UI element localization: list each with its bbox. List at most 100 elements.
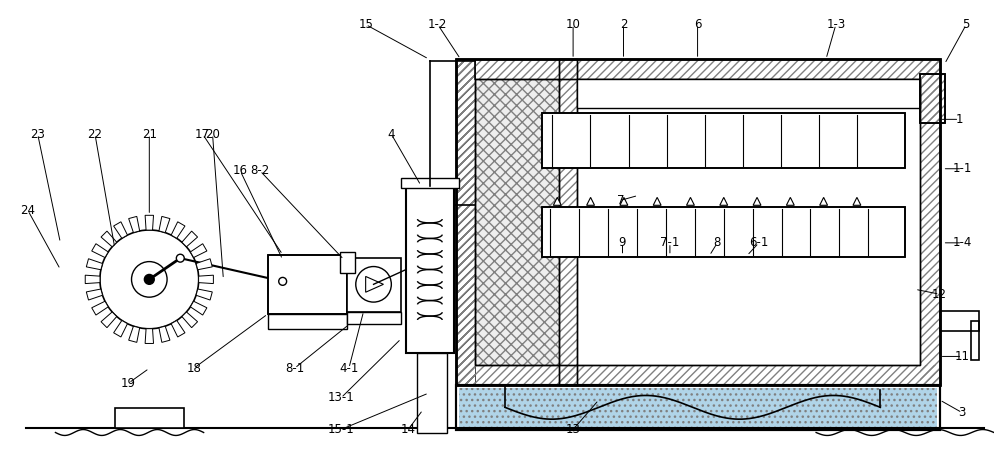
Bar xyxy=(582,81,915,107)
Text: 2: 2 xyxy=(620,18,627,31)
Polygon shape xyxy=(587,197,595,205)
Bar xyxy=(542,114,905,121)
Polygon shape xyxy=(114,222,127,238)
Bar xyxy=(542,160,905,168)
Text: 21: 21 xyxy=(142,128,157,141)
Bar xyxy=(347,258,401,312)
Text: 7-1: 7-1 xyxy=(660,236,680,249)
Polygon shape xyxy=(101,231,117,247)
Text: 11: 11 xyxy=(955,350,970,363)
Polygon shape xyxy=(720,197,728,205)
Polygon shape xyxy=(159,216,170,233)
Bar xyxy=(542,207,905,215)
Polygon shape xyxy=(92,244,108,257)
Bar xyxy=(542,114,905,168)
Polygon shape xyxy=(196,259,212,270)
Polygon shape xyxy=(199,275,213,284)
Text: 3: 3 xyxy=(959,406,966,419)
Text: 24: 24 xyxy=(20,204,35,217)
Bar xyxy=(459,388,937,426)
Text: 1: 1 xyxy=(956,113,963,126)
Text: 5: 5 xyxy=(963,18,970,31)
Polygon shape xyxy=(129,326,140,343)
Bar xyxy=(920,74,945,123)
Polygon shape xyxy=(190,244,207,257)
Bar xyxy=(542,207,905,256)
Bar xyxy=(268,255,347,314)
Bar xyxy=(406,185,454,354)
Text: 13: 13 xyxy=(566,423,581,436)
Polygon shape xyxy=(786,197,794,205)
Text: 10: 10 xyxy=(566,18,581,31)
Polygon shape xyxy=(101,312,117,327)
Bar xyxy=(920,74,945,123)
Bar xyxy=(559,59,577,385)
Bar xyxy=(475,79,559,365)
Polygon shape xyxy=(159,326,170,343)
Text: 14: 14 xyxy=(401,423,416,436)
Text: 16: 16 xyxy=(233,164,248,177)
Bar xyxy=(475,79,559,365)
Circle shape xyxy=(176,254,184,262)
Bar xyxy=(971,321,979,360)
Text: 12: 12 xyxy=(932,288,947,301)
Polygon shape xyxy=(129,216,140,233)
Bar xyxy=(559,59,577,385)
Text: 8-1: 8-1 xyxy=(285,362,304,375)
Polygon shape xyxy=(182,312,198,327)
Polygon shape xyxy=(145,329,154,344)
Text: 8-2: 8-2 xyxy=(250,164,270,177)
Polygon shape xyxy=(653,197,661,205)
Polygon shape xyxy=(853,197,861,205)
Text: 22: 22 xyxy=(87,128,102,141)
Polygon shape xyxy=(182,231,198,247)
Circle shape xyxy=(144,274,154,284)
Text: 8: 8 xyxy=(714,236,721,249)
Text: 4: 4 xyxy=(388,128,395,141)
Bar xyxy=(542,114,905,168)
Bar xyxy=(268,314,347,329)
Bar xyxy=(577,79,920,109)
Bar xyxy=(542,207,905,256)
Polygon shape xyxy=(85,275,100,284)
Bar xyxy=(940,311,979,331)
Bar xyxy=(456,385,940,430)
Text: 20: 20 xyxy=(205,128,220,141)
Bar xyxy=(559,59,577,385)
Bar xyxy=(347,312,401,324)
Bar xyxy=(401,178,459,187)
Bar xyxy=(475,79,920,365)
Bar xyxy=(542,249,905,256)
Text: 18: 18 xyxy=(186,362,201,375)
Bar xyxy=(920,74,945,123)
Text: 7: 7 xyxy=(617,194,624,207)
Polygon shape xyxy=(145,215,154,230)
Text: 13-1: 13-1 xyxy=(328,392,354,404)
Polygon shape xyxy=(687,197,694,205)
Polygon shape xyxy=(620,197,628,205)
Text: 17: 17 xyxy=(195,128,210,141)
Bar xyxy=(456,59,475,385)
Bar xyxy=(268,255,347,314)
Polygon shape xyxy=(171,222,185,238)
Text: 1-1: 1-1 xyxy=(953,162,972,175)
Text: 1-3: 1-3 xyxy=(826,18,846,31)
Polygon shape xyxy=(92,301,108,315)
Polygon shape xyxy=(753,197,761,205)
Bar xyxy=(456,59,940,385)
Bar xyxy=(456,385,940,430)
Polygon shape xyxy=(190,301,207,315)
Bar xyxy=(268,255,347,314)
Bar xyxy=(115,408,184,428)
Bar xyxy=(456,365,940,385)
Text: 23: 23 xyxy=(30,128,45,141)
Text: 1-2: 1-2 xyxy=(428,18,447,31)
Polygon shape xyxy=(171,321,185,337)
Text: 6: 6 xyxy=(694,18,701,31)
Text: 15: 15 xyxy=(358,18,373,31)
Bar xyxy=(340,252,355,273)
Text: 6-1: 6-1 xyxy=(749,236,769,249)
Bar xyxy=(417,354,447,432)
Text: 1-4: 1-4 xyxy=(953,236,972,249)
Polygon shape xyxy=(553,197,561,205)
